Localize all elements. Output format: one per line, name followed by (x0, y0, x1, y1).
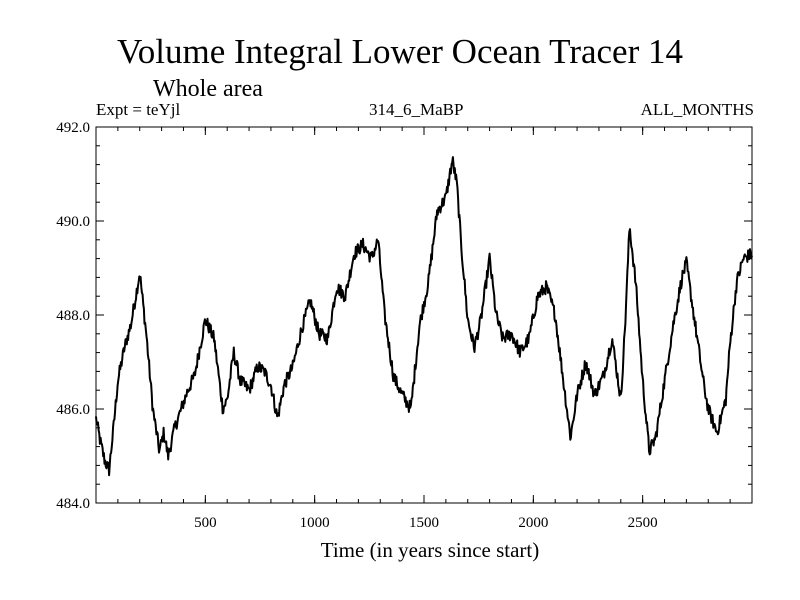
x-tick-label: 1000 (300, 515, 330, 531)
x-axis-label: Time (in years since start) (320, 538, 540, 562)
y-tick-label: 492.0 (56, 120, 90, 136)
y-tick-label: 488.0 (56, 308, 90, 324)
y-tick-label: 484.0 (56, 496, 90, 512)
x-tick-label: 500 (194, 515, 217, 531)
plot-frame (95, 126, 753, 504)
chart-subtitle: Whole area (153, 76, 263, 102)
run-label: 314_6_MaBP (369, 100, 464, 119)
y-tick-label: 486.0 (56, 402, 90, 418)
x-tick-label: 2000 (518, 515, 548, 531)
x-tick-label: 2500 (628, 515, 658, 531)
x-tick-label: 1500 (409, 515, 439, 531)
y-tick-label: 490.0 (56, 214, 90, 230)
chart-title: Volume Integral Lower Ocean Tracer 14 (117, 32, 683, 71)
series-line (95, 156, 753, 477)
period-label: ALL_MONTHS (640, 100, 754, 119)
expt-label: Expt = teYjl (96, 100, 181, 119)
